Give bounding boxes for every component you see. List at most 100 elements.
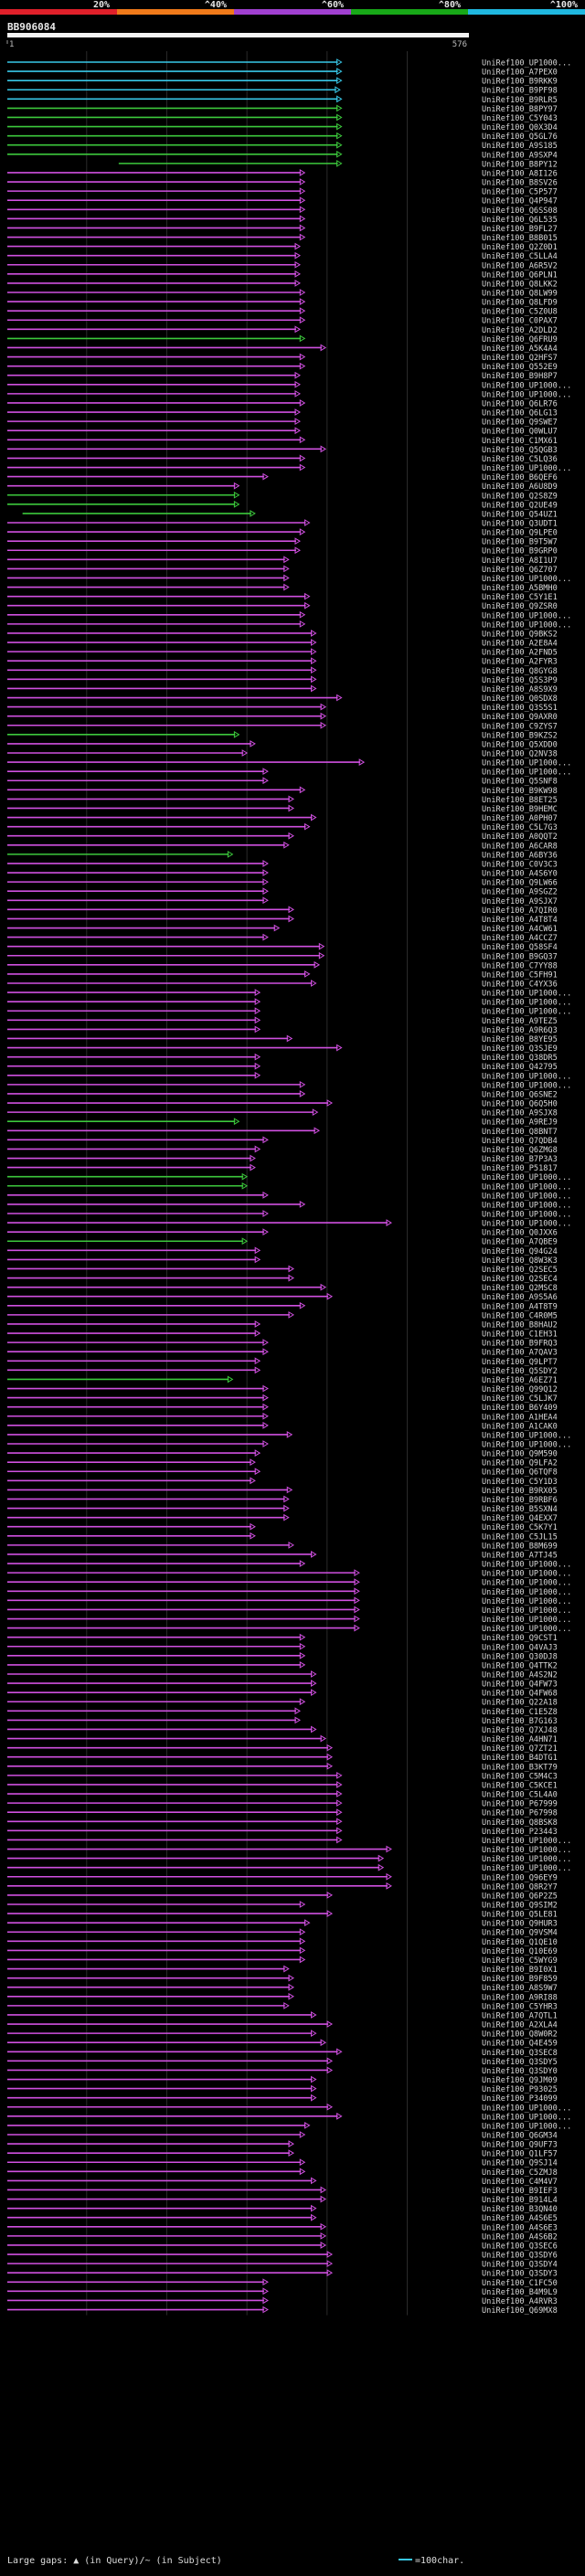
hit-label[interactable]: UniRef100_UP1000... [482,2113,571,2122]
hit-row[interactable]: UniRef100_Q6FRU9 [7,334,558,345]
hit-row[interactable]: UniRef100_Q6LG13 [7,408,558,419]
hit-label[interactable]: UniRef100_Q69MX8 [482,2306,558,2316]
hit-label[interactable]: UniRef100_A7QBE9 [482,1238,558,1247]
hit-label[interactable]: UniRef100_Q9UF73 [482,2141,558,2150]
hit-label[interactable]: UniRef100_UP1000... [482,1570,571,1579]
hit-label[interactable]: UniRef100_Q9VSM4 [482,1929,558,1938]
hit-label[interactable]: UniRef100_C5LLA4 [482,252,558,261]
hit-label[interactable]: UniRef100_Q8BNT7 [482,1128,558,1137]
hit-row[interactable]: UniRef100_Q4VAJ3 [7,1642,558,1652]
hit-row[interactable]: UniRef100_A1HEA4 [7,1412,558,1422]
hit-row[interactable]: UniRef100_B8YE95 [7,1034,558,1044]
hit-label[interactable]: UniRef100_Q9LPT7 [482,1358,558,1367]
hit-label[interactable]: UniRef100_C1MX61 [482,437,558,446]
hit-label[interactable]: UniRef100_Q3SDY6 [482,2252,558,2261]
hit-row[interactable]: UniRef100_Q30DJ8 [7,1651,558,1661]
hit-row[interactable]: UniRef100_A4T8T4 [7,915,558,925]
hit-row[interactable]: UniRef100_Q9LW66 [7,878,558,888]
hit-row[interactable]: UniRef100_UP1000... [7,2103,571,2113]
hit-label[interactable]: UniRef100_B9H8P7 [482,372,558,381]
hit-label[interactable]: UniRef100_A6BY36 [482,851,558,860]
hit-label[interactable]: UniRef100_UP1000... [482,1192,571,1201]
hit-row[interactable]: UniRef100_Q9HUR3 [7,1919,558,1929]
hit-label[interactable]: UniRef100_A4S6Y0 [482,870,558,879]
hit-label[interactable]: UniRef100_UP1000... [482,759,571,769]
hit-label[interactable]: UniRef100_UP1000... [482,1431,571,1440]
hit-label[interactable]: UniRef100_Q0X3D4 [482,123,558,133]
hit-row[interactable]: UniRef100_C5Y043 [7,113,558,123]
hit-label[interactable]: UniRef100_C5FH91 [482,970,558,980]
hit-label[interactable]: UniRef100_UP1000... [482,1441,571,1450]
hit-row[interactable]: UniRef100_UP1000... [7,1210,571,1220]
hit-row[interactable]: UniRef100_UP1000... [7,1624,571,1634]
hit-label[interactable]: UniRef100_UP1000... [482,2122,571,2131]
hit-label[interactable]: UniRef100_Q3SDY5 [482,2058,558,2067]
hit-label[interactable]: UniRef100_UP1000... [482,390,571,399]
hit-row[interactable]: UniRef100_UP1000... [7,1606,571,1616]
hit-row[interactable]: UniRef100_B9RLR5 [7,95,558,105]
hit-row[interactable]: UniRef100_B8B015 [7,233,558,243]
hit-row[interactable]: UniRef100_UP1000... [7,1071,571,1081]
hit-label[interactable]: UniRef100_P23443 [482,1828,558,1837]
hit-label[interactable]: UniRef100_UP1000... [482,769,571,778]
hit-label[interactable]: UniRef100_Q3SDY4 [482,2261,558,2270]
hit-label[interactable]: UniRef100_C5K7Y1 [482,1523,558,1532]
hit-row[interactable]: UniRef100_UP1000... [7,989,571,999]
hit-label[interactable]: UniRef100_C1FC50 [482,2279,558,2288]
hit-label[interactable]: UniRef100_B7G163 [482,1717,558,1726]
hit-row[interactable]: UniRef100_C5WYG9 [7,1956,558,1966]
hit-label[interactable]: UniRef100_UP1000... [482,2104,571,2113]
hit-label[interactable]: UniRef100_Q6TQF8 [482,1468,558,1478]
hit-label[interactable]: UniRef100_UP1000... [482,1864,571,1873]
hit-row[interactable]: UniRef100_Q9VSM4 [7,1928,558,1938]
hit-label[interactable]: UniRef100_B9RLR5 [482,96,558,105]
hit-row[interactable]: UniRef100_C5Y1E1 [7,592,558,602]
hit-row[interactable]: UniRef100_C5KCE1 [7,1781,558,1790]
hit-row[interactable]: UniRef100_C5ZMJ8 [7,2168,558,2178]
hit-row[interactable]: UniRef100_B8PY97 [7,104,558,114]
hit-row[interactable]: UniRef100_Q3S5S1 [7,703,558,713]
hit-row[interactable]: UniRef100_B914L4 [7,2195,558,2205]
hit-row[interactable]: UniRef100_A6BY36 [7,850,558,860]
hit-row[interactable]: UniRef100_A4S6Y0 [7,869,558,879]
hit-label[interactable]: UniRef100_B9RKK9 [482,78,558,87]
hit-label[interactable]: UniRef100_UP1000... [482,999,571,1008]
hit-row[interactable]: UniRef100_UP1000... [7,1560,571,1570]
hit-row[interactable]: UniRef100_Q1QE10 [7,1937,558,1947]
hit-label[interactable]: UniRef100_A6CAR8 [482,842,558,851]
hit-row[interactable]: UniRef100_Q552E9 [7,362,558,372]
hit-row[interactable]: UniRef100_Q3SJE9 [7,1044,558,1054]
hit-label[interactable]: UniRef100_C5L7G3 [482,823,558,832]
hit-label[interactable]: UniRef100_Q6P2Z5 [482,1892,558,1901]
hit-label[interactable]: UniRef100_C5LJK7 [482,1394,558,1404]
hit-label[interactable]: UniRef100_Q3SDY0 [482,2067,558,2076]
hit-label[interactable]: UniRef100_B3KT79 [482,1763,558,1772]
hit-row[interactable]: UniRef100_A5BMH0 [7,583,558,593]
hit-row[interactable]: UniRef100_Q6PLN1 [7,270,558,280]
hit-row[interactable]: UniRef100_Q3SDY4 [7,2260,558,2270]
hit-label[interactable]: UniRef100_Q9ZSR0 [482,602,558,611]
hit-row[interactable]: UniRef100_UP1000... [7,768,571,778]
hit-row[interactable]: UniRef100_UP1000... [7,1007,571,1017]
hit-row[interactable]: UniRef100_C5LLA4 [7,251,558,261]
hit-row[interactable]: UniRef100_B6QEF6 [7,472,558,482]
hit-label[interactable]: UniRef100_Q8LFD9 [482,299,558,308]
hit-label[interactable]: UniRef100_Q99Q12 [482,1385,558,1394]
hit-row[interactable]: UniRef100_A7PEX0 [7,68,558,78]
hit-row[interactable]: UniRef100_C4YX36 [7,980,558,990]
hit-label[interactable]: UniRef100_A0QQT2 [482,832,558,842]
hit-row[interactable]: UniRef100_B8SV26 [7,178,558,188]
hit-label[interactable]: UniRef100_Q5GL76 [482,133,558,142]
hit-row[interactable]: UniRef100_Q3SDY6 [7,2251,558,2261]
hit-label[interactable]: UniRef100_B914L4 [482,2196,558,2205]
hit-label[interactable]: UniRef100_P67998 [482,1809,558,1818]
hit-row[interactable]: UniRef100_UP1000... [7,2122,571,2131]
hit-label[interactable]: UniRef100_Q9BKS2 [482,630,558,639]
hit-row[interactable]: UniRef100_B8M699 [7,1541,558,1551]
hit-row[interactable]: UniRef100_Q10E69 [7,1946,558,1956]
hit-row[interactable]: UniRef100_C5K7Y1 [7,1522,558,1532]
hit-row[interactable]: UniRef100_A8I126 [7,169,558,178]
hit-label[interactable]: UniRef100_Q6Z707 [482,566,558,575]
hit-label[interactable]: UniRef100_P67999 [482,1800,558,1809]
hit-label[interactable]: UniRef100_B9RBF6 [482,1496,558,1505]
